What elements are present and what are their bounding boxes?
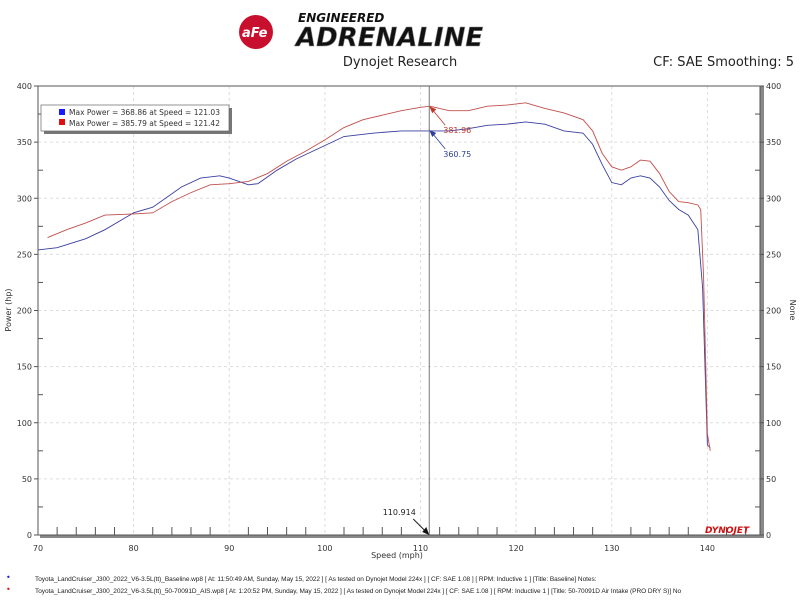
y-tick-label: 0 <box>27 531 32 540</box>
y2-tick-label: 400 <box>766 82 781 91</box>
legend-swatch-red <box>59 119 65 125</box>
svg-text:ADRENALINE: ADRENALINE <box>294 23 483 50</box>
run-marker-blue: • <box>6 573 11 582</box>
x-tick-label: 120 <box>509 544 524 553</box>
x-tick-label: 90 <box>224 544 234 553</box>
y-tick-label: 250 <box>17 250 32 259</box>
legend-swatch-blue <box>59 109 65 115</box>
annotation-arrowhead <box>429 130 437 138</box>
y2-tick-label: 50 <box>766 475 776 484</box>
y2-tick-label: 350 <box>766 138 781 147</box>
x-tick-label: 80 <box>129 544 139 553</box>
y-axis-label: Power (hp) <box>4 288 13 331</box>
run-marker-red: • <box>6 585 11 594</box>
chart-subtitle: Dynojet Research <box>342 55 458 70</box>
svg-text:aFe: aFe <box>242 26 268 41</box>
annotation-arrowhead <box>429 106 437 114</box>
run-info-baseline: Toyota_LandCruiser_J300_2022_V6-3.5L(tt)… <box>35 576 597 583</box>
y-tick-label: 50 <box>22 475 32 484</box>
svg-text:ENGINEERED: ENGINEERED <box>298 11 384 25</box>
plot-shadow-bottom <box>40 535 764 538</box>
x-tick-label: 130 <box>604 544 619 553</box>
dyno-chart: 70 80 90 100 110 120 130 140 0 0 50 50 100 100 150 150 2… <box>4 82 797 560</box>
afe-badge-icon <box>239 15 273 49</box>
run-info-intake: Toyota_LandCruiser_J300_2022_V6-3.5L(tt)… <box>35 588 682 595</box>
x-tick-label: 110 <box>413 544 428 553</box>
y2-tick-label: 0 <box>766 531 771 540</box>
y2-tick-label: 200 <box>766 307 781 316</box>
x-tick-label: 70 <box>33 544 43 553</box>
series-line-0 <box>37 121 711 448</box>
x-tick-label: 140 <box>700 544 715 553</box>
y-tick-label: 300 <box>17 194 32 203</box>
plot-shadow-right <box>760 86 764 538</box>
legend-entry: Max Power = 368.86 at Speed = 121.03 <box>69 108 220 117</box>
cursor-label: 110.914 <box>383 508 416 517</box>
series-line-1 <box>47 102 711 451</box>
afe-logo: aFe ENGINEERED ADRENALINE <box>239 11 484 50</box>
y-tick-label: 350 <box>17 138 32 147</box>
legend: Max Power = 368.86 at Speed = 121.03 Max… <box>40 104 232 134</box>
cursor-arrowhead <box>422 527 430 535</box>
y2-tick-label: 150 <box>766 363 781 372</box>
dynojet-watermark: DYNOJET <box>705 526 750 536</box>
annotation-label: 360.75 <box>443 150 471 159</box>
y2-tick-label: 250 <box>766 250 781 259</box>
y-tick-label: 150 <box>17 363 32 372</box>
y2-tick-label: 300 <box>766 194 781 203</box>
legend-entry: Max Power = 385.79 at Speed = 121.42 <box>69 119 220 128</box>
y-tick-label: 100 <box>17 419 32 428</box>
plot-frame <box>37 85 761 536</box>
y-tick-label: 200 <box>17 307 32 316</box>
y2-axis-label: None <box>788 300 797 321</box>
x-tick-label: 100 <box>317 544 332 553</box>
annotation-label: 381.96 <box>443 126 471 135</box>
x-axis-label: Speed (mph) <box>371 551 423 560</box>
y-tick-label: 400 <box>17 82 32 91</box>
y2-tick-label: 100 <box>766 419 781 428</box>
cf-info: CF: SAE Smoothing: 5 <box>653 55 794 70</box>
